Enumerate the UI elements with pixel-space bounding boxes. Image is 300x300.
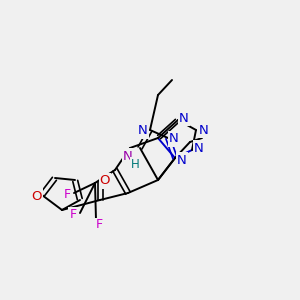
Text: F: F bbox=[63, 188, 70, 200]
Text: N: N bbox=[179, 112, 189, 124]
Text: N: N bbox=[177, 154, 187, 166]
Text: F: F bbox=[69, 208, 76, 220]
Text: N: N bbox=[138, 124, 148, 137]
Text: O: O bbox=[32, 190, 42, 202]
Text: O: O bbox=[100, 175, 110, 188]
Text: N: N bbox=[169, 133, 179, 146]
Text: F: F bbox=[95, 218, 103, 232]
Text: N: N bbox=[194, 142, 204, 154]
Text: N: N bbox=[123, 149, 133, 163]
Text: H: H bbox=[130, 158, 140, 170]
Text: N: N bbox=[199, 124, 209, 136]
